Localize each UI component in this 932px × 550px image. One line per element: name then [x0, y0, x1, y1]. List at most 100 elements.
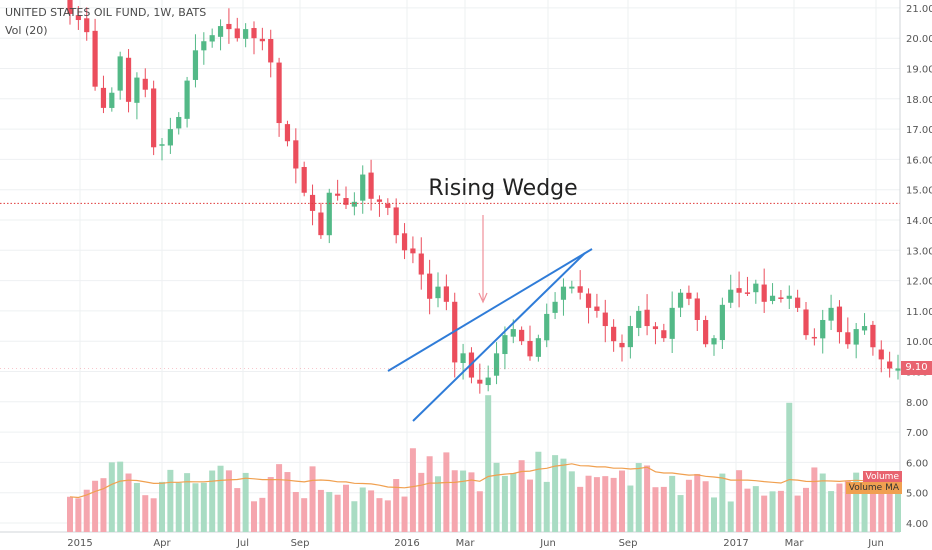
volume-ma-line [69, 463, 899, 499]
candle-body [585, 293, 592, 308]
price-tick-label: 20.00 [906, 34, 932, 45]
volume-bar [259, 497, 266, 532]
volume-bar [794, 495, 801, 532]
price-tick-label: 19.00 [906, 65, 932, 76]
volume-bar [744, 488, 751, 532]
volume-bar [443, 452, 450, 532]
volume-bar [727, 501, 734, 532]
volume-bar [476, 491, 483, 532]
price-tick-label: 21.00 [906, 4, 932, 15]
volume-bar [326, 491, 333, 532]
chart-title: UNITED STATES OIL FUND, 1W, BATS [5, 6, 207, 19]
volume-bar [593, 477, 600, 532]
volume-bar [761, 495, 768, 532]
candle-body [485, 377, 491, 386]
volume-bar [75, 498, 82, 532]
volume-bar [719, 473, 726, 532]
candle-body [694, 298, 700, 320]
volume-bar [368, 490, 375, 532]
volume-bar [133, 482, 140, 532]
candle-body [75, 15, 81, 21]
candle-body [611, 326, 617, 342]
volume-bar [552, 455, 559, 532]
volume-bar [175, 482, 182, 532]
candle-body [100, 87, 107, 108]
last-price-tag: 9.10 [901, 361, 932, 375]
candle-body [744, 292, 751, 294]
volume-bar [426, 456, 433, 532]
time-tick-label: 2016 [394, 538, 419, 549]
volume-bar [644, 465, 651, 532]
volume-bar [251, 501, 257, 532]
candle-body [318, 212, 324, 236]
candle-body [393, 207, 399, 236]
price-tick-label: 15.00 [906, 186, 932, 197]
candle-body [477, 379, 483, 384]
candle-body [636, 310, 642, 328]
volume-bar [317, 489, 324, 532]
volume-bar [351, 501, 358, 532]
volume-bar [418, 472, 425, 532]
candle-body [284, 124, 291, 142]
volume-bar [685, 479, 692, 532]
volume-bar [769, 491, 776, 532]
candle-body [301, 166, 307, 193]
candle-body [845, 332, 851, 345]
volume-bar [142, 495, 149, 532]
candle-body [853, 329, 859, 345]
candle-body [736, 288, 742, 293]
volume-bar [468, 472, 475, 532]
candle-body [351, 201, 357, 207]
volume-bar [736, 470, 743, 532]
candle-body [343, 198, 349, 205]
volume-label: Volume [862, 471, 902, 483]
volume-bar [108, 462, 115, 532]
volume-bar [577, 486, 584, 532]
price-tick-label: 14.00 [906, 216, 932, 227]
price-tick-label: 11.00 [906, 307, 932, 318]
volume-bar [167, 469, 174, 532]
candle-body [176, 116, 182, 129]
candle-body [376, 199, 383, 202]
time-tick-label: Sep [291, 538, 310, 549]
candle-body [703, 320, 709, 345]
candle-body [510, 329, 516, 337]
candle-body [368, 172, 374, 199]
candle-body [535, 338, 541, 357]
candle-body [552, 301, 558, 313]
volume-bar [83, 489, 90, 532]
candle-body [234, 28, 240, 39]
price-tick-label: 4.00 [906, 519, 928, 530]
candle-body [719, 304, 725, 341]
volume-bar [384, 500, 391, 532]
volume-bar [200, 482, 207, 532]
candle-body [251, 28, 257, 39]
candle-body [326, 192, 332, 236]
volume-bar [409, 448, 416, 532]
candle-body [803, 309, 809, 336]
time-tick-label: Jul [236, 538, 249, 549]
candle-body [209, 35, 215, 42]
wedge-lower-line [412, 252, 586, 422]
volume-bar [878, 488, 885, 532]
volume-bar [451, 470, 458, 532]
volume-bar [501, 475, 508, 532]
price-tick-label: 6.00 [906, 458, 928, 469]
candle-body [627, 326, 633, 348]
volume-bar [610, 477, 617, 532]
candle-body [778, 297, 784, 299]
volume-bar [819, 473, 826, 532]
volume-bar [150, 498, 157, 532]
candle-body [243, 29, 249, 39]
candle-body [427, 273, 433, 299]
volume-bar [568, 471, 575, 532]
volume-bar [786, 402, 793, 532]
candle-body [686, 292, 692, 299]
candle-body [192, 50, 199, 80]
volume-bar [543, 481, 550, 532]
candle-body [502, 335, 508, 355]
volume-bar [493, 462, 500, 532]
volume-bar [853, 472, 860, 532]
candle-body [527, 340, 533, 357]
volume-bar [777, 490, 784, 532]
